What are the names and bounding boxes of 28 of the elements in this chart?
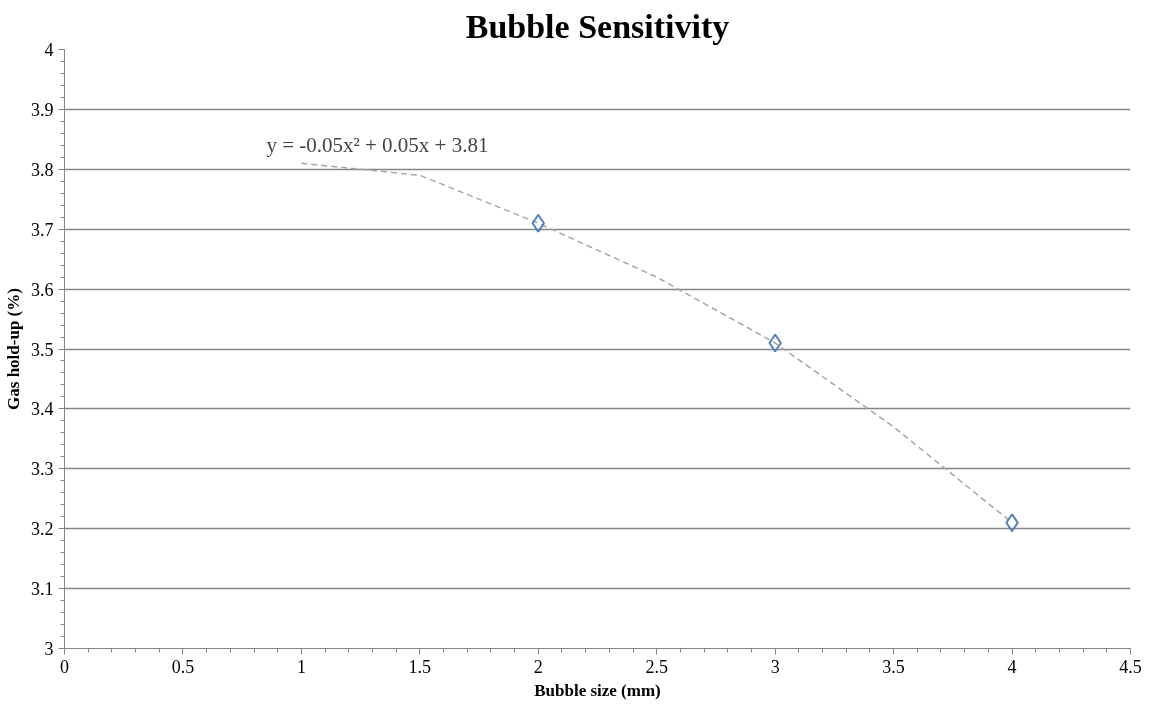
- y-tick-label: 3.4: [31, 399, 54, 420]
- y-tick-label: 3.7: [31, 219, 54, 240]
- y-tick-label: 3.5: [31, 339, 54, 360]
- x-tick-label: 2: [533, 656, 543, 677]
- annotation: y = -0.05x² + 0.05x + 3.81: [266, 133, 489, 158]
- point: [768, 333, 782, 353]
- y-tick-label: 3.9: [31, 99, 54, 120]
- y-axis-title: Gas hold-up (%): [4, 288, 23, 410]
- y-tick-label: 3: [44, 639, 54, 659]
- y-tick-label: 3.1: [31, 579, 54, 600]
- y-tick-label: 3.8: [31, 159, 54, 180]
- y-tick-label: 3.3: [31, 459, 54, 480]
- x-tick-label: 2.5: [645, 656, 668, 677]
- x-tick-label: 4.5: [1119, 656, 1142, 677]
- chart-title: Bubble Sensitivity: [465, 7, 730, 45]
- y-tick-label: 4: [44, 40, 54, 60]
- point: [1005, 513, 1019, 533]
- x-tick-label: 0.5: [171, 656, 195, 677]
- x-tick-label: 4: [1007, 656, 1017, 677]
- x-tick-label: 1.5: [408, 656, 432, 677]
- y-tick-label: 3.6: [31, 279, 54, 300]
- x-axis-title: Bubble size (mm): [534, 680, 661, 700]
- x-tick-label: 1: [296, 656, 306, 677]
- x-tick-label: 3: [770, 656, 780, 677]
- x-tick-label: 3.5: [882, 656, 905, 677]
- y-tick-label: 3.2: [31, 519, 54, 540]
- point: [531, 213, 545, 233]
- x-tick-label: 0: [60, 656, 69, 677]
